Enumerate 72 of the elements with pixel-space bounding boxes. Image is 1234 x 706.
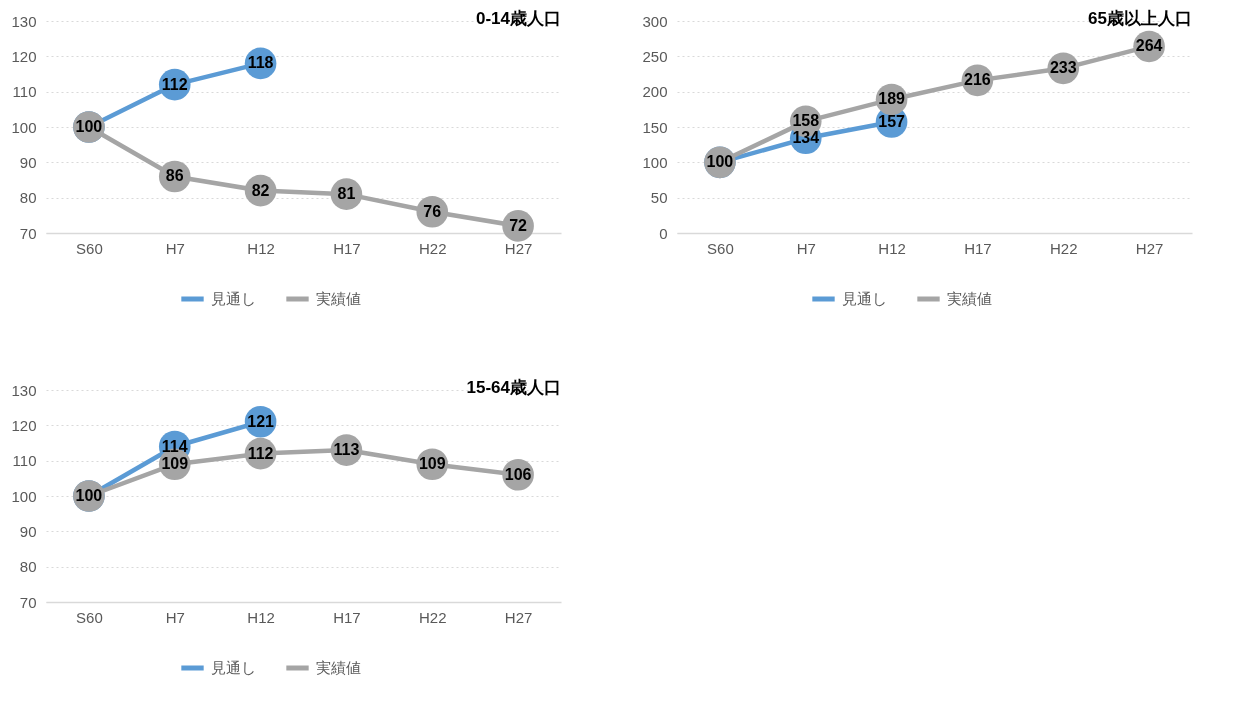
legend-label: 見通し [210,290,256,307]
y-tick-label: 90 [19,522,37,540]
x-tick-label: H7 [796,239,816,257]
data-label: 114 [161,437,188,455]
y-tick-label: 70 [19,593,37,611]
data-label: 109 [418,455,446,473]
y-tick-label: 50 [650,189,668,207]
y-tick-label: 130 [11,381,37,399]
data-label: 82 [251,181,270,199]
x-tick-label: H12 [247,239,275,257]
legend-label: 実績値 [315,659,361,676]
data-label: 109 [161,455,189,473]
legend-label: 見通し [841,290,887,307]
legend-label: 実績値 [946,290,992,307]
x-tick-label: H27 [504,239,533,257]
y-tick-label: 200 [642,83,668,101]
data-label: 233 [1049,59,1077,77]
data-label: 112 [247,444,274,462]
data-label: 106 [504,465,532,483]
x-tick-label: H12 [247,608,275,626]
data-label: 264 [1135,37,1163,55]
y-tick-label: 110 [12,452,37,470]
data-label: 113 [333,441,360,459]
chart-title: 15-64歳人口 [466,378,561,397]
x-tick-label: H7 [165,608,185,626]
data-label: 216 [964,71,991,89]
data-label: 118 [247,54,274,72]
y-tick-label: 100 [11,487,37,505]
y-tick-label: 0 [659,224,668,242]
y-tick-label: 100 [11,118,37,136]
x-tick-label: S60 [707,239,734,257]
data-label: 158 [792,112,820,130]
data-label: 112 [161,75,188,93]
legend-label: 見通し [210,659,256,676]
data-label: 81 [337,185,356,203]
y-tick-label: 120 [11,416,37,434]
chart-title: 0-14歳人口 [475,9,561,28]
y-tick-label: 120 [11,47,37,65]
chart-title: 65歳以上人口 [1088,9,1192,28]
data-label: 189 [878,90,906,108]
y-tick-label: 70 [19,224,37,242]
data-label: 72 [509,216,528,234]
x-tick-label: H17 [333,608,361,626]
y-tick-label: 250 [642,47,668,65]
legend-label: 実績値 [315,290,361,307]
data-label: 134 [792,129,820,147]
x-tick-label: S60 [76,608,103,626]
y-tick-label: 110 [12,83,37,101]
data-label: 121 [247,412,275,430]
x-tick-label: H17 [333,239,361,257]
y-tick-label: 80 [19,558,37,576]
x-tick-label: H17 [964,239,992,257]
x-tick-label: H27 [504,608,533,626]
x-tick-label: H22 [418,608,447,626]
x-tick-label: H27 [1135,239,1164,257]
data-label: 100 [75,487,103,504]
x-tick-label: H22 [1049,239,1078,257]
y-tick-label: 130 [11,12,37,30]
data-label: 100 [75,118,103,135]
y-tick-label: 150 [642,118,668,136]
x-tick-label: S60 [76,239,103,257]
y-tick-label: 300 [642,12,668,30]
y-tick-label: 90 [19,153,37,171]
data-label: 86 [165,167,184,185]
data-label: 100 [706,153,734,171]
x-tick-label: H12 [878,239,906,257]
x-tick-label: H22 [418,239,447,257]
y-tick-label: 80 [19,189,37,207]
y-tick-label: 100 [642,153,668,171]
data-label: 76 [423,202,442,220]
x-tick-label: H7 [165,239,185,257]
data-label: 157 [878,113,906,131]
